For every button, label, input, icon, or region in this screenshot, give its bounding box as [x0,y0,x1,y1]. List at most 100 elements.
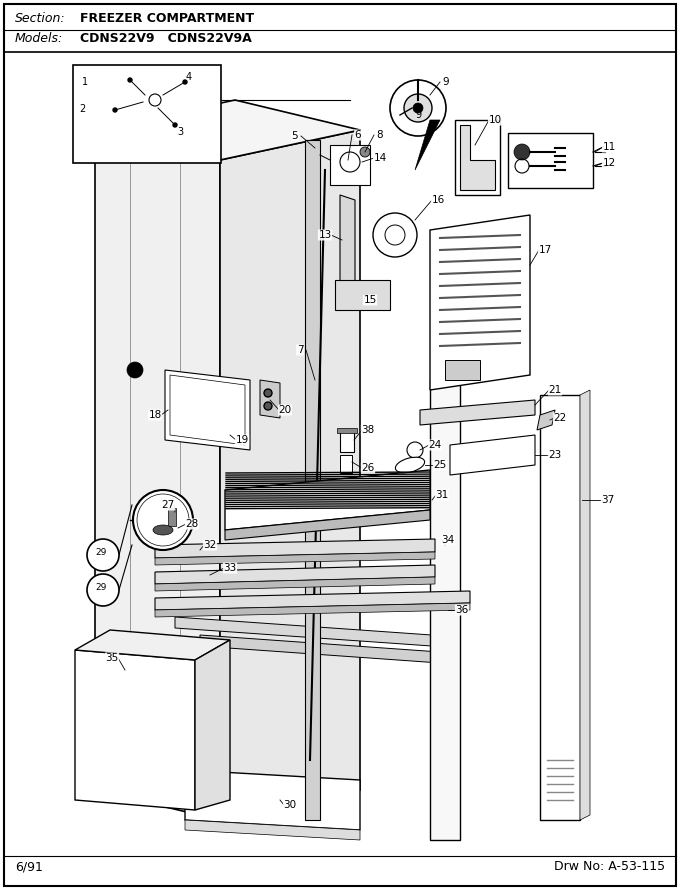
Circle shape [404,94,432,122]
Text: Models:: Models: [15,32,63,45]
Bar [508,133,593,188]
Circle shape [390,80,446,136]
Text: 13: 13 [318,230,332,240]
Polygon shape [155,552,435,565]
Text: 9: 9 [443,77,449,87]
Text: 2: 2 [79,104,85,114]
Polygon shape [460,125,495,190]
Circle shape [514,144,530,160]
Polygon shape [75,650,195,810]
Bar [73,65,221,163]
Polygon shape [430,215,530,390]
Circle shape [264,402,272,410]
Text: 31: 31 [435,490,449,500]
Text: 17: 17 [539,245,551,255]
Text: 22: 22 [554,413,566,423]
Circle shape [87,539,119,571]
Text: 33: 33 [223,563,237,573]
Polygon shape [260,380,280,418]
Polygon shape [335,280,390,310]
Text: 34: 34 [441,535,455,545]
Circle shape [360,147,370,157]
Text: 35: 35 [105,653,118,663]
Text: 16: 16 [431,195,445,205]
Polygon shape [420,400,535,425]
Polygon shape [415,120,440,170]
Text: 32: 32 [203,540,217,550]
Polygon shape [200,635,440,663]
Text: 38: 38 [361,425,375,435]
Text: 10: 10 [488,115,502,125]
Circle shape [127,362,143,378]
Polygon shape [155,577,435,591]
Text: 9: 9 [415,110,421,120]
Bar [168,508,176,526]
Ellipse shape [395,457,424,473]
Polygon shape [165,370,250,450]
Circle shape [183,80,187,84]
Text: 26: 26 [361,463,375,473]
Text: Section:: Section: [15,12,66,25]
Polygon shape [540,395,580,820]
Text: 12: 12 [602,158,615,168]
Text: 21: 21 [548,385,562,395]
Circle shape [87,574,119,606]
Polygon shape [340,195,355,290]
Bar [340,430,354,452]
Text: 8: 8 [377,130,384,140]
Polygon shape [185,770,360,830]
Circle shape [264,389,272,397]
Circle shape [413,103,423,113]
Text: 5: 5 [292,131,299,141]
Bar [337,428,357,433]
Polygon shape [175,617,460,648]
Text: 6: 6 [355,130,361,140]
Text: CDNS22V9   CDNS22V9A: CDNS22V9 CDNS22V9A [80,32,252,45]
Text: 19: 19 [235,435,249,445]
Circle shape [113,108,117,112]
Polygon shape [225,510,430,540]
Polygon shape [155,603,470,617]
Polygon shape [220,130,360,820]
Ellipse shape [153,525,173,535]
Text: 3: 3 [177,127,183,137]
Polygon shape [430,380,460,840]
Polygon shape [95,100,360,160]
Text: 24: 24 [428,440,441,450]
Text: 37: 37 [601,495,615,505]
Polygon shape [195,640,230,810]
Polygon shape [580,390,590,820]
Bar [340,455,352,473]
Text: 11: 11 [602,142,615,152]
Text: 30: 30 [284,800,296,810]
Text: 36: 36 [456,605,469,615]
Polygon shape [185,820,360,840]
Text: 28: 28 [186,519,199,529]
Text: 4: 4 [186,72,192,82]
Text: 1: 1 [82,77,88,87]
Polygon shape [155,591,470,610]
Text: 20: 20 [278,405,292,415]
Polygon shape [450,435,535,475]
Text: 18: 18 [148,410,162,420]
Polygon shape [537,410,555,430]
Polygon shape [305,140,320,820]
Text: 7: 7 [296,345,303,355]
Text: 6/91: 6/91 [15,860,43,873]
Circle shape [173,123,177,127]
Polygon shape [330,145,370,185]
Polygon shape [225,470,430,530]
Polygon shape [155,539,435,558]
Bar [445,360,480,380]
Circle shape [128,78,132,82]
Text: 29: 29 [95,548,106,557]
Text: 14: 14 [373,153,387,163]
Polygon shape [155,565,435,584]
Polygon shape [95,130,220,820]
Text: 23: 23 [548,450,562,460]
Text: 25: 25 [433,460,447,470]
Text: 15: 15 [363,295,377,305]
Text: FREEZER COMPARTMENT: FREEZER COMPARTMENT [80,12,254,25]
Text: 29: 29 [95,583,106,592]
Circle shape [133,490,193,550]
